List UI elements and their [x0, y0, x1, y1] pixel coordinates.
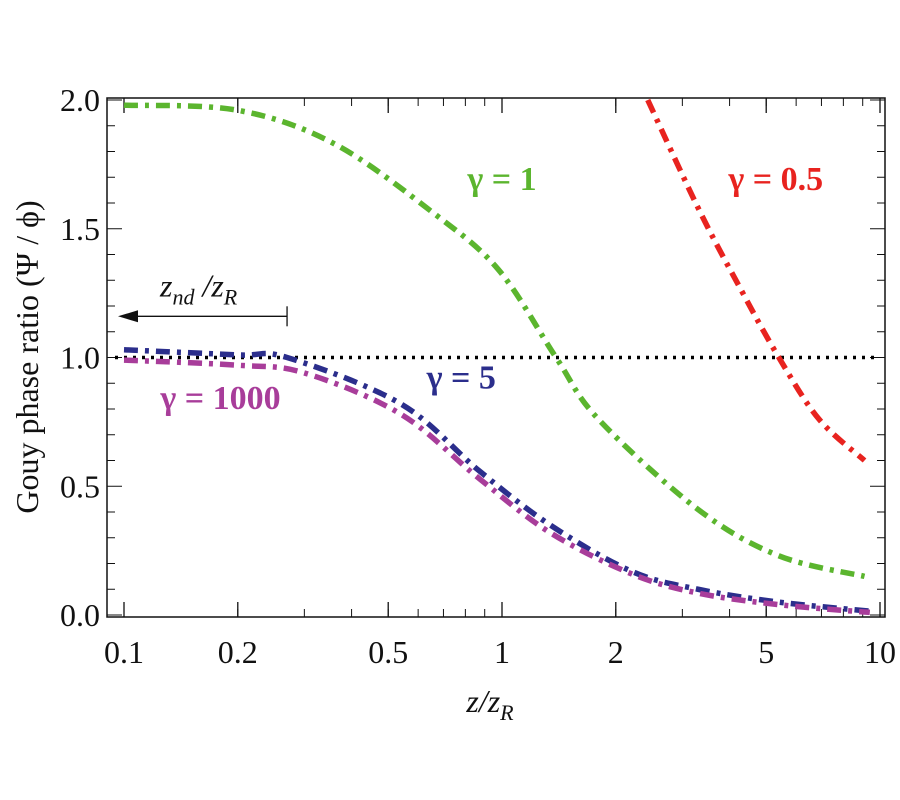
x-tick-label: 10 — [864, 634, 896, 670]
series-labels: γ = 1 γ = 0.5 γ = 5 γ = 1000 — [159, 161, 823, 417]
annotation-label: znd /zR — [159, 267, 238, 309]
y-tick-label: 2.0 — [60, 82, 100, 118]
y-axis-label: Gouy phase ratio (Ψ / ϕ) — [9, 200, 45, 513]
series-label-0: γ = 1 — [466, 161, 536, 198]
y-tick-label: 1.0 — [60, 340, 100, 376]
series-curve-2 — [123, 347, 871, 614]
y-tick-label: 0.0 — [60, 597, 100, 633]
series-label-3: γ = 1000 — [159, 380, 280, 417]
series-curve-0 — [123, 102, 866, 580]
x-tick-label: 2 — [608, 634, 624, 670]
series-curve-3 — [123, 357, 871, 616]
y-tick-label: 0.5 — [60, 468, 100, 504]
x-tick-label: 0.2 — [218, 634, 258, 670]
x-tick-label: 0.5 — [368, 634, 408, 670]
axis-ticks: 0.1 0.2 0.5 1 2 5 10 0.0 0.5 1.0 1.5 2.0 — [60, 82, 896, 670]
x-axis-label: z/zR — [465, 683, 514, 725]
znd-annotation: znd /zR — [118, 267, 288, 327]
y-tick-label: 1.5 — [60, 211, 100, 247]
annotation-arrowhead-icon — [118, 310, 138, 323]
series-label-1: γ = 0.5 — [727, 161, 823, 198]
series-curve-1 — [645, 98, 867, 463]
series-label-2: γ = 5 — [426, 359, 496, 396]
x-tick-label: 5 — [758, 634, 774, 670]
x-tick-label: 0.1 — [104, 634, 144, 670]
curves-layer — [123, 98, 871, 616]
x-tick-label: 1 — [494, 634, 510, 670]
